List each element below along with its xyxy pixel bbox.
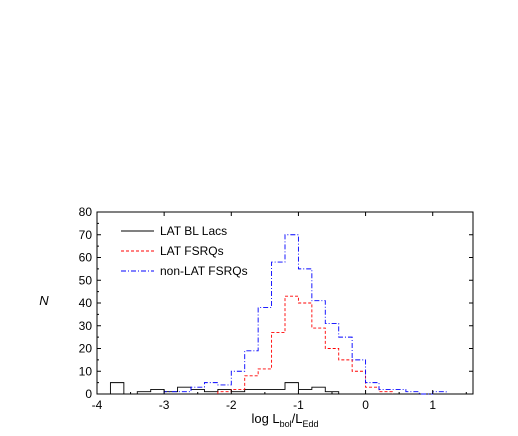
x-axis-label: log Lbol/LEdd (251, 411, 318, 429)
x-tick-label: -1 (293, 398, 304, 412)
x-tick-label: 1 (429, 398, 436, 412)
y-tick-label: 20 (79, 342, 93, 356)
y-tick-label: 80 (79, 205, 93, 219)
series-3-histogram (163, 234, 447, 395)
x-tick-label: -3 (159, 398, 170, 412)
y-tick-label: 0 (85, 387, 92, 401)
y-tick-label: 10 (79, 364, 93, 378)
x-tick-label: -4 (92, 398, 103, 412)
legend: LAT BL Lacs LAT FSRQs non-LAT FSRQs (121, 224, 248, 278)
y-tick-label: 30 (79, 319, 93, 333)
series-1-histogram (109, 382, 353, 395)
legend-label-2: LAT FSRQs (160, 244, 224, 258)
legend-label-1: LAT BL Lacs (160, 224, 227, 238)
series-2-histogram (217, 295, 393, 394)
x-axis-label-sub-bol: bol (280, 419, 292, 429)
y-tick-label: 40 (79, 296, 93, 310)
legend-label-3: non-LAT FSRQs (160, 264, 248, 278)
y-axis-label: N (39, 293, 49, 308)
x-tick-label: 0 (362, 398, 369, 412)
x-axis-label-main: log L (251, 411, 279, 426)
x-axis-label-sub-edd: Edd (303, 419, 319, 429)
x-axis-label-sep: /L (292, 411, 303, 426)
x-tick-label: -2 (226, 398, 237, 412)
y-tick-label: 50 (79, 273, 93, 287)
y-tick-label: 60 (79, 251, 93, 265)
y-tick-label: 70 (79, 228, 93, 242)
series-layer (109, 234, 447, 395)
